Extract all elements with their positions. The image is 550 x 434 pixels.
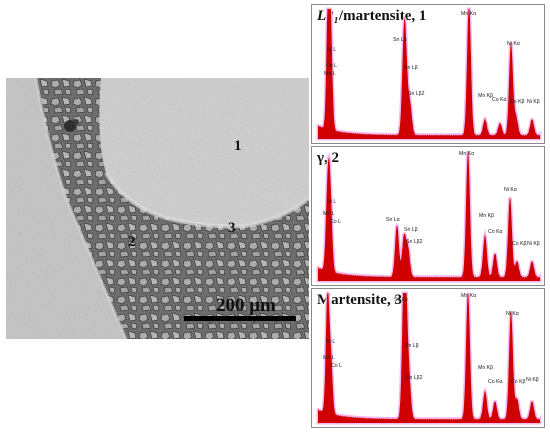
peak-label: Mn Kα <box>461 11 476 17</box>
peak-label: Sn Lβ2 <box>408 91 425 97</box>
peak-label: Co L <box>331 363 342 369</box>
spectrum-fill <box>318 9 540 139</box>
peak-label: Mn L <box>323 211 335 217</box>
peak-label: Mn Kβ <box>478 93 493 99</box>
peak-label: Mn Kα <box>459 151 474 157</box>
panel-3-title: Martensite, 3 <box>317 292 402 308</box>
peak-label: Ni Kα <box>504 187 517 193</box>
peak-label: Ni Kβ <box>527 241 540 247</box>
peak-label: Sn Lα <box>393 37 407 43</box>
scale-bar <box>184 316 296 321</box>
peak-label: Ni L <box>327 199 336 205</box>
eds-panel-2: γ, 2 Ni L Mn L Co L Sn Lα Sn Lβ Sn Lβ2 Mn Kα Mn… <box>311 146 545 286</box>
peak-label: Sn Lβ2 <box>406 375 423 381</box>
peak-label: Sn Lβ <box>405 343 419 349</box>
eds-panel-3: Martensite, 3 Ni L Mn L Co L Sn Lα Sn Lβ Sn L… <box>311 288 545 428</box>
region-label-2: 2 <box>128 234 136 250</box>
spectrum-halo <box>316 7 542 141</box>
peak-label: Co L <box>330 219 341 225</box>
peak-label: Ni L <box>326 339 335 345</box>
scale-bar-label: 200 μm <box>216 295 276 316</box>
peak-label: Mn L <box>323 355 335 361</box>
peak-label: Ni L <box>327 47 336 53</box>
peak-label: Mn Kβ <box>479 213 494 219</box>
peak-label: Mn Kα <box>461 293 476 299</box>
spectrum-fill <box>318 293 540 423</box>
peak-label: Sn Lα <box>394 297 408 303</box>
peak-label: Co Kα <box>492 97 507 103</box>
micrograph-image <box>6 78 309 339</box>
peak-label: Sn Lβ <box>404 227 418 233</box>
peak-label: Co L <box>326 63 337 69</box>
peak-label: Ni Kα <box>506 311 519 317</box>
peak-label: Ni Kα <box>507 41 520 47</box>
peak-label: Mn Kβ <box>478 365 493 371</box>
region-label-3: 3 <box>228 220 236 236</box>
eds-spectrum-2: Ni L Mn L Co L Sn Lα Sn Lβ Sn Lβ2 Mn Kα Mn Kβ Co… <box>316 150 542 283</box>
peak-label: Co Kβ <box>512 241 527 247</box>
peak-label: Co Kβ <box>510 99 525 105</box>
peak-label: Co Kα <box>488 229 503 235</box>
spectrum-fill <box>318 151 540 281</box>
peak-label: Ni Kβ <box>526 377 539 383</box>
peak-label: Co Kα <box>488 379 503 385</box>
peak-label: Sn Lα <box>386 217 400 223</box>
sem-micrograph: 1 2 3 200 μm <box>6 78 309 339</box>
peak-label: Sn Lβ2 <box>406 239 423 245</box>
peak-label: Sn Lβ <box>404 65 418 71</box>
region-label-1: 1 <box>234 138 242 154</box>
peak-label: Ni Kβ <box>527 99 540 105</box>
eds-spectrum-3: Ni L Mn L Co L Sn Lα Sn Lβ Sn Lβ2 Mn Kα Mn Kβ Co… <box>316 291 542 425</box>
peak-label: Co Kβ <box>511 379 526 385</box>
peak-label: Mn L <box>324 71 336 77</box>
